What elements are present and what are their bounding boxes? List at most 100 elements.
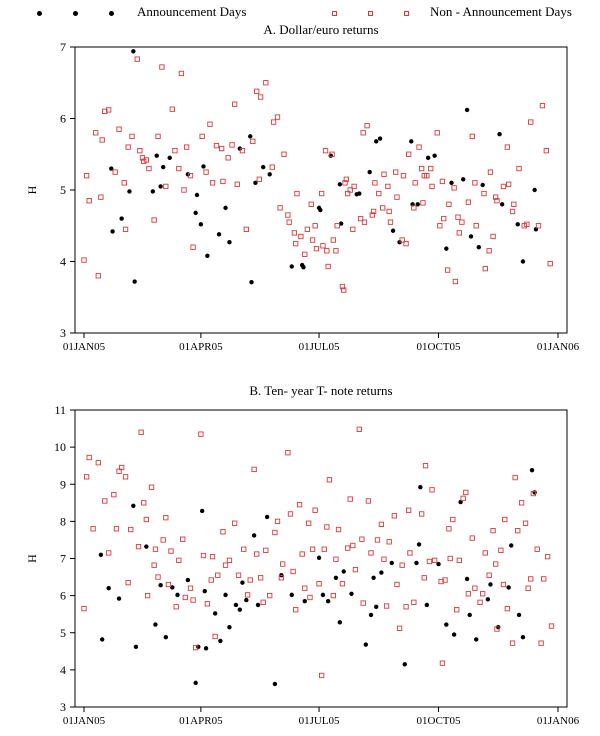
non-announcement-point [509,208,516,215]
non-announcement-point [386,208,392,215]
non-announcement-point [231,101,238,107]
non-announcement-point [356,426,362,432]
non-announcement-point [342,180,348,186]
announcement-point [212,611,218,616]
non-announcement-point [494,626,500,632]
non-announcement-point [352,566,359,573]
non-announcement-point [306,520,312,526]
non-announcement-point [138,429,144,435]
non-announcement-point [444,267,451,273]
announcement-point [367,169,372,175]
non-announcement-point [209,180,216,186]
non-announcement-point [86,198,92,204]
non-announcement-point [490,528,496,534]
announcement-point [131,503,136,508]
announcement-point [116,596,122,601]
non-announcement-point [86,454,92,461]
non-announcement-point [169,106,175,112]
announcement-point [418,485,423,490]
non-announcement-point [454,607,460,613]
announcement-point [131,49,136,54]
non-announcement-point [429,487,435,493]
announcement-point [218,638,223,644]
announcement-point [158,184,163,189]
non-announcement-point [81,257,87,263]
non-announcement-point [226,557,233,564]
x-tick-label: 01JAN05 [63,341,106,353]
non-announcement-point [200,552,207,559]
non-announcement-point [155,574,161,580]
non-announcement-point [412,180,418,186]
non-announcement-point [498,547,504,553]
announcement-point [133,644,139,650]
announcement-point [328,153,333,158]
non-announcement-point [141,500,147,506]
announcement-point [337,620,343,625]
non-announcement-point [394,581,400,588]
non-announcement-point [530,490,536,497]
announcement-point [473,637,479,642]
non-announcement-point [334,223,340,229]
y-tick-label: 7 [60,552,66,566]
non-announcement-point [244,592,251,598]
announcement-point [416,542,422,547]
non-announcement-point [263,80,269,86]
non-announcement-point [260,599,266,605]
non-announcement-point [99,137,105,143]
non-announcement-point [364,122,370,129]
non-announcement-point [369,212,375,218]
announcement-point [175,592,180,598]
y-tick-label: 4 [60,663,66,677]
non-announcement-point [422,463,429,469]
announcement-point [371,575,376,581]
non-announcement-point [287,511,294,517]
y-tick-label: 10 [54,440,66,454]
announcement-point [532,490,537,495]
non-announcement-point [119,464,125,471]
y-axis-label: H [25,185,39,194]
non-announcement-point [291,230,298,236]
non-announcement-point [309,546,316,552]
non-announcement-point [95,273,101,279]
non-announcement-point [486,572,492,578]
non-announcement-point [90,526,96,532]
non-announcement-point [465,199,472,205]
non-announcement-point [418,165,425,172]
announcement-point [432,153,437,158]
non-announcement-point [494,198,500,204]
announcement-point [320,592,326,598]
non-announcement-point [386,539,392,545]
non-announcement-point [472,585,478,591]
non-announcement-point [215,572,221,578]
announcement-point [240,580,245,585]
non-announcement-point [304,226,311,232]
announcement-point [132,279,137,284]
x-tick-label: 01JAN06 [537,341,580,353]
non-announcement-point [541,576,547,582]
x-tick-label: 01APR05 [179,715,223,727]
non-announcement-point [320,243,326,249]
non-announcement-point [506,181,512,187]
non-announcement-point [312,507,318,513]
non-announcement-point [290,568,296,575]
non-announcement-point [359,536,365,542]
non-announcement-point [302,251,308,257]
non-announcement-point [129,133,135,140]
non-announcement-point [316,581,322,587]
non-announcement-point [163,515,169,521]
announcement-point [333,575,339,581]
announcement-point [389,560,394,566]
announcement-point [98,552,104,557]
non-announcement-point [180,536,186,542]
announcement-point [199,508,205,514]
non-announcement-point [239,148,246,154]
non-announcement-point [381,556,387,562]
announcement-point [424,602,430,608]
non-announcement-point [241,546,247,552]
non-announcement-point [403,604,409,610]
announcement-point [223,592,228,598]
non-announcement-point [547,260,553,267]
non-announcement-point [438,578,444,585]
non-announcement-point [326,477,333,483]
non-announcement-point [321,546,327,552]
